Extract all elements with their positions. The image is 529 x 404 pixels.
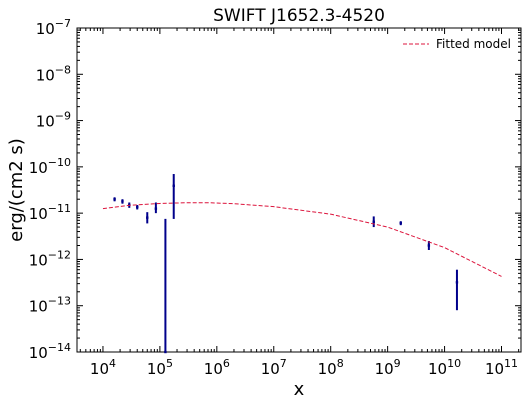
y-axis-label: erg/(cm2 s)	[6, 138, 27, 242]
chart-title: SWIFT J1652.3-4520	[213, 6, 385, 26]
x-tick-label: 104	[90, 357, 116, 378]
data-point	[427, 244, 431, 247]
series-layer	[102, 174, 502, 354]
x-tick-label: 108	[318, 357, 344, 378]
legend: Fitted model	[403, 37, 511, 51]
y-tick-label: 10−14	[29, 341, 71, 362]
legend-label-fitted-model: Fitted model	[436, 37, 511, 51]
data-point	[146, 216, 149, 219]
data-point	[164, 350, 167, 354]
plot-area	[76, 27, 522, 353]
x-tick-label: 106	[204, 357, 230, 378]
data-point	[372, 220, 375, 224]
x-axis: 104 105 106 107 108 109 1010 1011	[79, 28, 520, 378]
fitted-model-line	[102, 202, 502, 277]
x-tick-label: 109	[375, 357, 401, 378]
x-tick-label: 1011	[485, 357, 518, 378]
x-axis-label: x	[294, 379, 305, 400]
plot-frame	[76, 27, 522, 353]
y-tick-label: 10−11	[29, 202, 71, 223]
y-tick-label: 10−9	[36, 110, 71, 131]
y-axis: 10−14 10−13 10−12 10−11 10−10 10−9 10−8 10−7	[29, 17, 521, 362]
data-point	[154, 207, 158, 210]
data-point	[399, 221, 402, 225]
y-tick-label: 10−7	[36, 17, 71, 38]
data-point	[113, 198, 116, 201]
data-point	[121, 200, 124, 203]
y-tick-label: 10−8	[36, 63, 71, 84]
x-tick-label: 1010	[428, 357, 461, 378]
y-tick-label: 10−10	[29, 156, 71, 177]
data-point	[136, 205, 139, 209]
data-point	[455, 281, 459, 284]
y-tick-label: 10−12	[29, 248, 71, 269]
y-tick-label: 10−13	[29, 295, 71, 316]
x-tick-label: 107	[261, 357, 287, 378]
data-point	[172, 184, 175, 187]
x-tick-label: 105	[147, 357, 173, 378]
